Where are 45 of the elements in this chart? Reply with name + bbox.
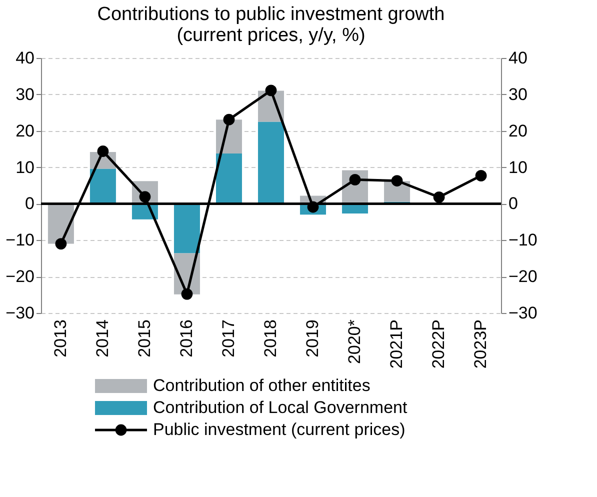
x-tick-label: 2019 [303, 320, 322, 358]
bar [174, 204, 200, 254]
point [55, 238, 67, 250]
y-tick-label: 40 [16, 48, 34, 68]
y-tick-label: −10 [6, 230, 34, 250]
x-tick-label: 2021P [387, 320, 406, 369]
point [223, 114, 235, 126]
point [181, 288, 193, 300]
x-tick-label: 2017 [218, 320, 238, 358]
x-tick-label: 2023P [471, 320, 490, 369]
y2-tick-label: −20 [508, 267, 538, 286]
x-tick-label: 2013 [50, 320, 70, 358]
y2-tick-label: 40 [508, 48, 528, 68]
point [391, 175, 403, 186]
legend-label: Contribution of Local Government [153, 398, 408, 417]
y2-tick-label: −30 [508, 304, 538, 322]
x-tick-label: 2015 [134, 320, 154, 358]
y-tick-label: 30 [16, 84, 34, 104]
legend-label: Public investment (current prices) [153, 420, 406, 439]
y2-tick-label: 10 [508, 158, 528, 177]
bar [258, 122, 284, 204]
legend-label: Contribution of other entitites [153, 376, 370, 395]
y2-tick-label: 0 [508, 194, 518, 214]
y-tick-label: −20 [6, 267, 34, 286]
point [349, 174, 361, 186]
point [97, 146, 109, 157]
y-tick-label: 0 [25, 194, 34, 214]
y-tick-label: 10 [16, 158, 34, 177]
x-tick-label: 2020* [345, 319, 364, 364]
x-tick-label: 2014 [92, 320, 112, 358]
x-tick-label: 2022P [429, 320, 448, 369]
point [265, 84, 277, 96]
bar [90, 168, 116, 204]
y2-tick-label: −10 [508, 230, 538, 250]
y2-tick-label: 30 [508, 84, 528, 104]
y2-tick-label: 20 [508, 121, 528, 140]
chart-title: Contributions to public investment growth (current prices, y/y, %) [97, 4, 445, 46]
y-tick-label: 20 [16, 121, 34, 140]
x-tick-label: 2016 [176, 320, 196, 358]
point [307, 201, 319, 213]
point [475, 170, 487, 182]
y-tick-label: −30 [6, 304, 34, 322]
bar [216, 153, 242, 204]
point [433, 191, 445, 203]
x-tick-label: 2018 [261, 320, 280, 358]
